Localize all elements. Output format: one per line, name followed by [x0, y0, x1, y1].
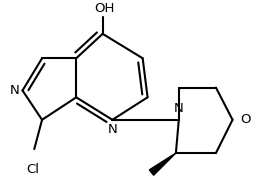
Text: N: N	[108, 123, 117, 136]
Text: N: N	[10, 84, 20, 97]
Text: N: N	[174, 102, 184, 115]
Text: OH: OH	[94, 2, 115, 15]
Text: O: O	[240, 113, 251, 126]
Text: Cl: Cl	[26, 163, 39, 176]
Polygon shape	[149, 153, 176, 175]
